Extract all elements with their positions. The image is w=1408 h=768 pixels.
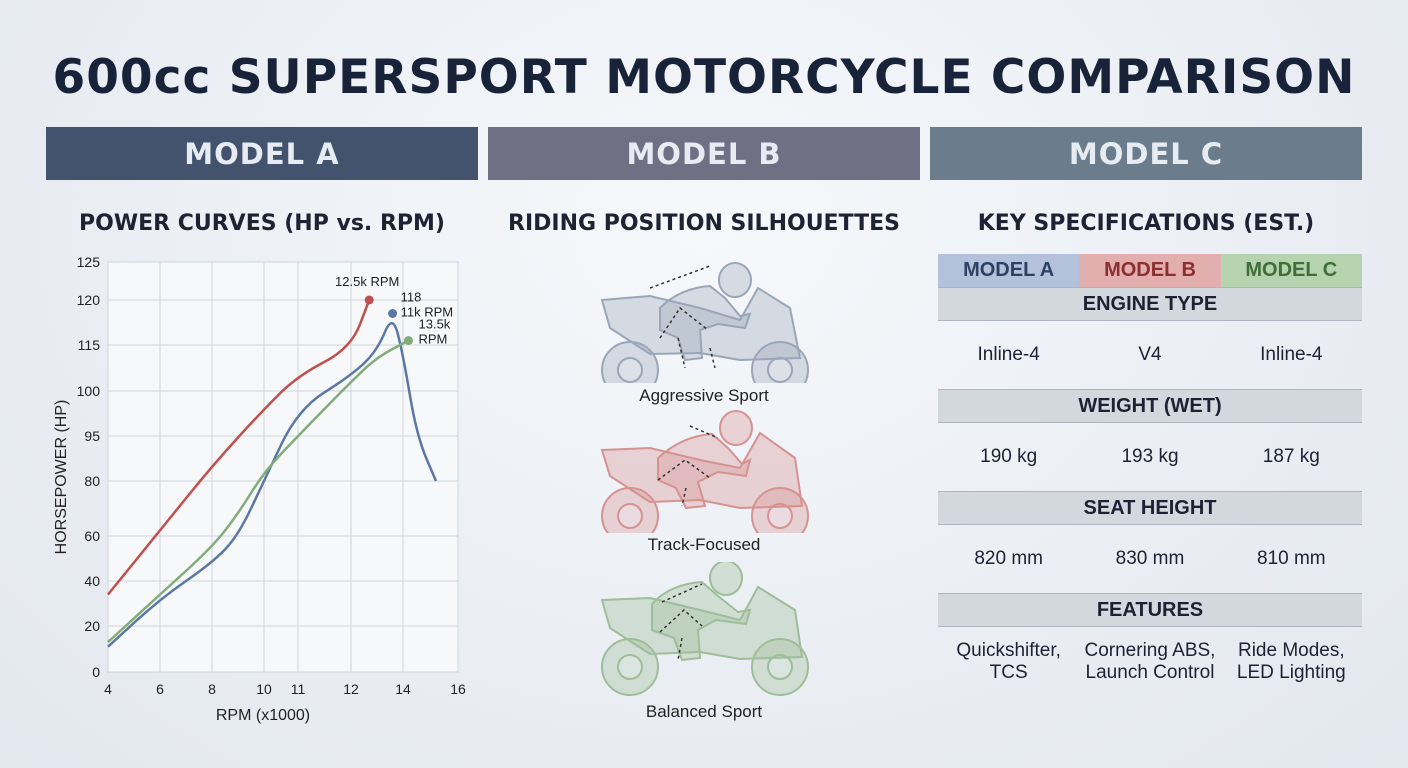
model-a-header: MODEL A <box>46 127 478 180</box>
chart-x-tick-label: 16 <box>450 681 466 697</box>
spec-category-weight: WEIGHT (WET) <box>938 389 1362 423</box>
chart-y-tick-label: 80 <box>84 473 100 489</box>
page-title: 600cc SUPERSPORT MOTORCYCLE COMPARISON <box>52 50 1356 105</box>
chart-peak-label: 13.5k <box>419 317 451 332</box>
spec-category-engine: ENGINE TYPE <box>938 287 1362 321</box>
chart-y-tick-label: 20 <box>84 618 100 634</box>
spec-col-model-c: MODEL C <box>1220 254 1362 287</box>
rider-silhouette-aggressive <box>600 262 809 383</box>
spec-row-weight: 190 kg 193 kg 187 kg <box>938 423 1362 491</box>
spec-cell: 193 kg <box>1121 446 1179 467</box>
riding-section-title: RIDING POSITION SILHOUETTES <box>508 211 900 236</box>
spec-category-features: FEATURES <box>938 593 1362 627</box>
spec-row-seat: 820 mm 830 mm 810 mm <box>938 525 1362 593</box>
power-section-title: POWER CURVES (HP vs. RPM) <box>79 211 445 236</box>
chart-y-tick-label: 120 <box>77 292 101 308</box>
chart-x-tick-label: 14 <box>395 681 411 697</box>
spec-col-model-b: MODEL B <box>1079 254 1221 287</box>
chart-x-tick-label: 12 <box>343 681 359 697</box>
spec-category-seat: SEAT HEIGHT <box>938 491 1362 525</box>
spec-cell: 187 kg <box>1262 446 1320 467</box>
spec-row-engine: Inline-4 V4 Inline-4 <box>938 321 1362 389</box>
chart-peak-point <box>404 336 413 345</box>
chart-peak-point <box>364 295 374 305</box>
spec-cell: Cornering ABS, Launch Control <box>1084 640 1216 683</box>
chart-y-axis-label: HORSEPOWER (HP) <box>53 400 70 555</box>
spec-table-header: MODEL A MODEL B MODEL C <box>938 254 1362 287</box>
chart-y-tick-label: 40 <box>84 573 100 589</box>
chart-y-tick-label: 100 <box>77 383 101 399</box>
spec-cell: V4 <box>1138 344 1162 365</box>
spec-section-title: KEY SPECIFICATIONS (EST.) <box>977 211 1315 236</box>
spec-cell: 820 mm <box>974 548 1043 569</box>
chart-peak-label: RPM <box>419 332 448 347</box>
chart-peak-point <box>388 309 398 318</box>
chart-y-tick-label: 60 <box>84 528 100 544</box>
spec-cell: Quickshifter, TCS <box>956 640 1061 683</box>
spec-cell: Ride Modes, LED Lighting <box>1236 640 1346 683</box>
model-c-header: MODEL C <box>930 127 1362 180</box>
chart-x-tick-label: 11 <box>291 681 306 697</box>
chart-x-tick-label: 6 <box>156 681 164 697</box>
rider-silhouette-track <box>600 410 809 533</box>
chart-peak-label: 12.5k RPM <box>335 274 399 289</box>
chart-plot-area <box>107 261 459 673</box>
chart-x-axis-label: RPM (x1000) <box>216 707 310 724</box>
chart-y-tick-label: 95 <box>84 428 100 444</box>
chart-series-line <box>107 299 371 596</box>
rider-label-aggressive: Aggressive Sport <box>639 386 769 405</box>
chart-y-tick-label: 125 <box>77 254 101 270</box>
rider-silhouette-balanced <box>600 562 809 696</box>
power-curve-chart: 4 6 8 10 11 12 14 16 0 20 40 60 80 95 100 115 120 125 RPM … <box>53 254 466 724</box>
chart-x-tick-label: 10 <box>256 681 272 697</box>
spec-row-features: Quickshifter, TCS Cornering ABS, Launch … <box>938 627 1362 697</box>
spec-cell: Inline-4 <box>977 344 1040 365</box>
model-b-header: MODEL B <box>488 127 920 180</box>
spec-table: MODEL A MODEL B MODEL C ENGINE TYPE Inli… <box>938 254 1362 697</box>
spec-cell: 830 mm <box>1115 548 1185 569</box>
chart-y-tick-label: 115 <box>78 337 101 353</box>
chart-peak-label: 118 <box>401 290 422 305</box>
chart-x-tick-label: 4 <box>104 681 112 697</box>
spec-cell: Inline-4 <box>1260 344 1323 365</box>
chart-y-tick-label: 0 <box>92 664 100 680</box>
rider-label-track: Track-Focused <box>647 535 761 554</box>
spec-col-model-a: MODEL A <box>938 254 1080 287</box>
spec-cell: 810 mm <box>1257 548 1326 569</box>
chart-series-line <box>107 339 410 644</box>
chart-peak-label: 11k RPM <box>401 305 454 320</box>
chart-series-line <box>107 322 438 648</box>
chart-x-tick-label: 8 <box>208 681 216 697</box>
spec-cell: 190 kg <box>980 446 1038 467</box>
rider-label-balanced: Balanced Sport <box>645 702 763 721</box>
